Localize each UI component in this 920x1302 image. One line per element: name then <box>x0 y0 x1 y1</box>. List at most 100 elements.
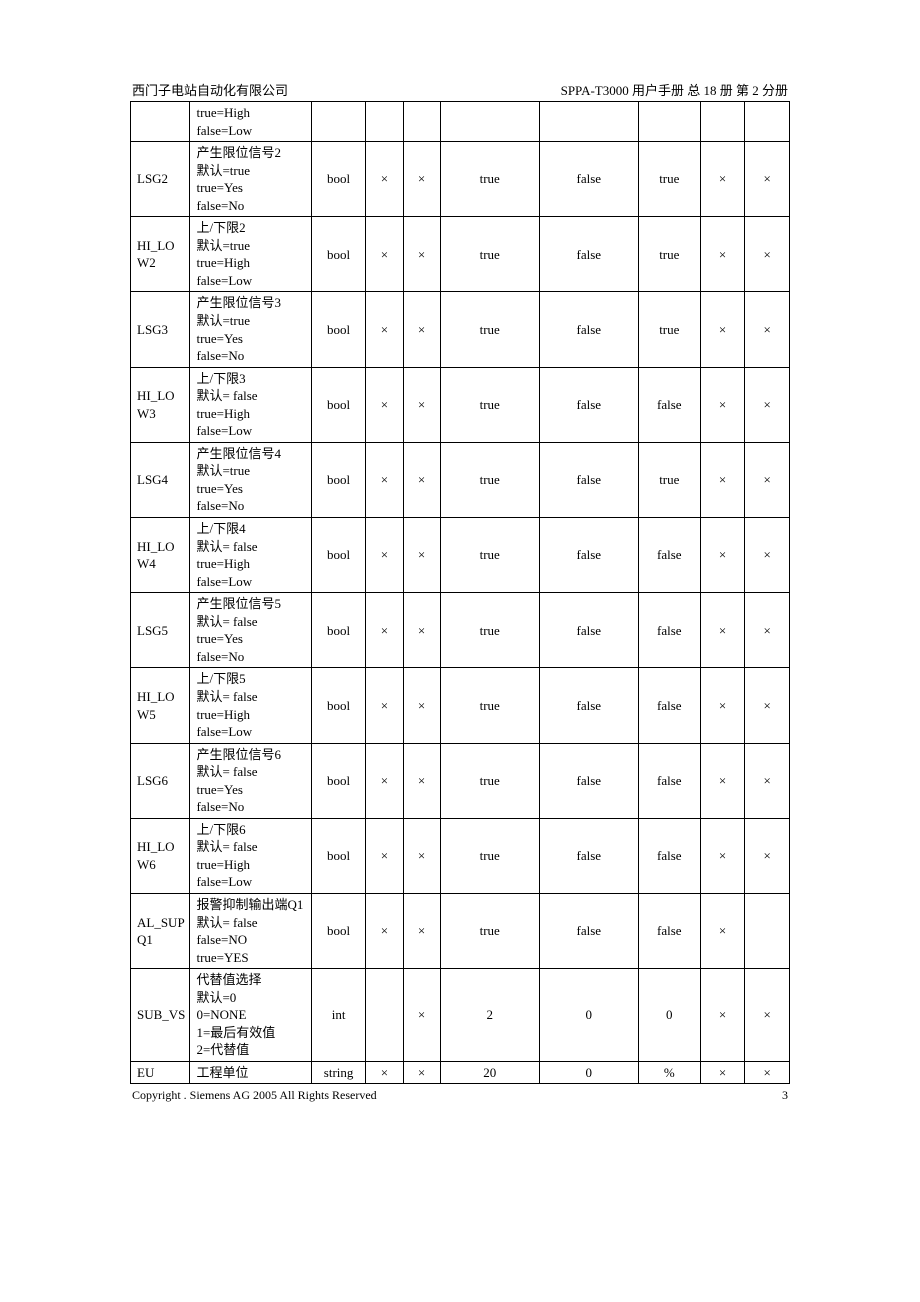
footer-left: Copyright . Siemens AG 2005 All Rights R… <box>132 1088 377 1103</box>
page-header: 西门子电站自动化有限公司 SPPA-T3000 用户手册 总 18 册 第 2 … <box>130 80 790 99</box>
param-cell: × <box>745 142 790 217</box>
param-cell: × <box>403 367 440 442</box>
param-name: AL_SUPQ1 <box>131 893 190 968</box>
param-cell: false <box>539 367 638 442</box>
param-cell: true <box>440 518 539 593</box>
param-type: bool <box>311 142 366 217</box>
param-cell: × <box>700 969 745 1062</box>
param-desc: 产生限位信号5默认= falsetrue=Yesfalse=No <box>190 593 311 668</box>
param-cell: false <box>539 668 638 743</box>
param-cell: × <box>745 1061 790 1084</box>
param-cell: × <box>403 1061 440 1084</box>
param-cell <box>700 102 745 142</box>
param-cell: × <box>403 292 440 367</box>
param-cell: false <box>539 518 638 593</box>
param-desc: true=Highfalse=Low <box>190 102 311 142</box>
param-name <box>131 102 190 142</box>
param-type: bool <box>311 442 366 517</box>
param-cell: × <box>700 217 745 292</box>
param-cell: true <box>440 217 539 292</box>
param-cell: × <box>700 442 745 517</box>
param-type: bool <box>311 893 366 968</box>
param-cell: × <box>366 142 403 217</box>
param-cell: × <box>700 1061 745 1084</box>
param-name: HI_LOW4 <box>131 518 190 593</box>
param-name: EU <box>131 1061 190 1084</box>
param-cell: × <box>745 292 790 367</box>
param-cell: × <box>745 668 790 743</box>
param-cell: × <box>700 593 745 668</box>
param-cell: × <box>403 217 440 292</box>
table-row: AL_SUPQ1报警抑制输出端Q1默认= falsefalse=NOtrue=Y… <box>131 893 790 968</box>
param-cell: 0 <box>539 969 638 1062</box>
param-cell: × <box>745 442 790 517</box>
param-type: string <box>311 1061 366 1084</box>
param-cell: % <box>638 1061 700 1084</box>
param-cell: × <box>700 743 745 818</box>
table-row: HI_LOW2上/下限2默认=truetrue=Highfalse=Lowboo… <box>131 217 790 292</box>
param-cell: × <box>700 893 745 968</box>
param-cell: false <box>638 743 700 818</box>
param-desc: 产生限位信号2默认=truetrue=Yesfalse=No <box>190 142 311 217</box>
param-desc: 上/下限5默认= falsetrue=Highfalse=Low <box>190 668 311 743</box>
param-cell: × <box>745 217 790 292</box>
param-cell <box>539 102 638 142</box>
param-cell: × <box>403 969 440 1062</box>
param-type: bool <box>311 743 366 818</box>
param-cell: × <box>366 217 403 292</box>
param-cell: true <box>638 142 700 217</box>
param-cell: false <box>539 442 638 517</box>
param-cell: true <box>440 142 539 217</box>
param-name: SUB_VS <box>131 969 190 1062</box>
param-cell <box>745 893 790 968</box>
param-cell: true <box>440 743 539 818</box>
param-desc: 上/下限3默认= falsetrue=Highfalse=Low <box>190 367 311 442</box>
param-cell <box>745 102 790 142</box>
param-cell: × <box>700 292 745 367</box>
param-desc: 代替值选择默认=00=NONE1=最后有效值2=代替值 <box>190 969 311 1062</box>
footer-right: 3 <box>782 1088 788 1103</box>
param-cell: true <box>440 668 539 743</box>
param-desc: 产生限位信号6默认= falsetrue=Yesfalse=No <box>190 743 311 818</box>
param-cell: × <box>403 893 440 968</box>
param-cell: × <box>745 518 790 593</box>
param-desc: 上/下限2默认=truetrue=Highfalse=Low <box>190 217 311 292</box>
param-desc: 产生限位信号4默认=truetrue=Yesfalse=No <box>190 442 311 517</box>
param-cell: × <box>700 668 745 743</box>
param-cell: false <box>539 142 638 217</box>
param-cell: true <box>440 593 539 668</box>
table-row: HI_LOW6上/下限6默认= falsetrue=Highfalse=Lowb… <box>131 818 790 893</box>
param-desc: 产生限位信号3默认=truetrue=Yesfalse=No <box>190 292 311 367</box>
param-cell <box>403 102 440 142</box>
param-cell: × <box>366 668 403 743</box>
param-cell <box>638 102 700 142</box>
param-type: int <box>311 969 366 1062</box>
param-cell: true <box>440 818 539 893</box>
param-cell: false <box>638 668 700 743</box>
param-cell: × <box>745 743 790 818</box>
param-cell: × <box>366 893 403 968</box>
table-row: EU工程单位string××200%×× <box>131 1061 790 1084</box>
table-row: true=Highfalse=Low <box>131 102 790 142</box>
param-cell: × <box>403 743 440 818</box>
param-name: LSG6 <box>131 743 190 818</box>
table-row: LSG6产生限位信号6默认= falsetrue=Yesfalse=Nobool… <box>131 743 790 818</box>
param-cell: true <box>440 292 539 367</box>
param-name: HI_LOW6 <box>131 818 190 893</box>
param-cell: × <box>366 292 403 367</box>
param-cell: true <box>638 442 700 517</box>
param-cell: false <box>539 217 638 292</box>
param-cell: false <box>638 818 700 893</box>
param-cell: × <box>745 969 790 1062</box>
param-cell: true <box>440 367 539 442</box>
param-cell: 2 <box>440 969 539 1062</box>
param-cell: true <box>638 292 700 367</box>
param-desc: 工程单位 <box>190 1061 311 1084</box>
param-cell: × <box>366 367 403 442</box>
param-name: LSG4 <box>131 442 190 517</box>
table-row: SUB_VS代替值选择默认=00=NONE1=最后有效值2=代替值int×200… <box>131 969 790 1062</box>
param-cell: × <box>745 593 790 668</box>
table-row: LSG5产生限位信号5默认= falsetrue=Yesfalse=Nobool… <box>131 593 790 668</box>
table-row: LSG2产生限位信号2默认=truetrue=Yesfalse=Nobool××… <box>131 142 790 217</box>
param-cell: × <box>403 518 440 593</box>
